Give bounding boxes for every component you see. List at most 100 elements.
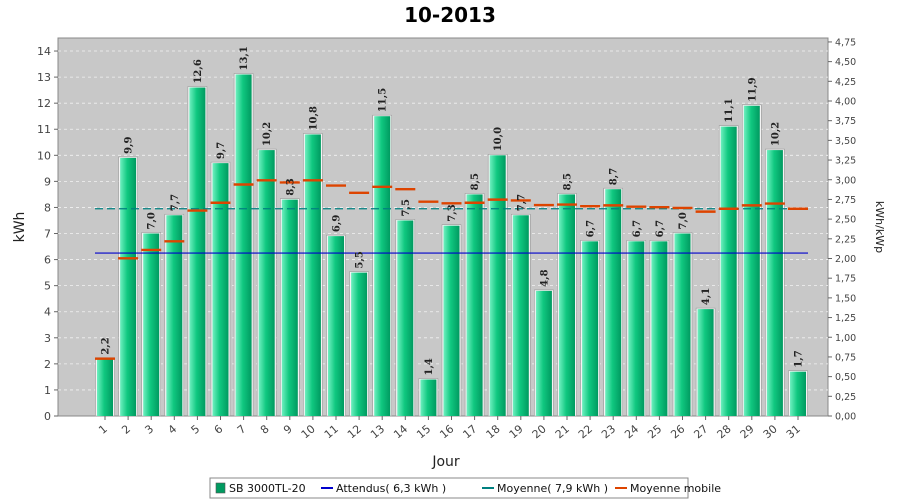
y2-tick-label: 0,75 bbox=[835, 352, 856, 363]
legend-label: Moyenne( 7,9 kWh ) bbox=[497, 482, 608, 495]
x-tick-label: 17 bbox=[460, 422, 479, 441]
x-tick-label: 4 bbox=[166, 422, 180, 436]
y2-axis: 0,00 0,25 0,50 0,75 1,00 1,25 1,50 1,75 2,00 2,25… bbox=[828, 37, 856, 423]
data-label: 2,2 bbox=[101, 337, 112, 354]
bar bbox=[489, 155, 506, 416]
bar bbox=[328, 236, 344, 416]
y2-tick-label: 2,25 bbox=[835, 234, 856, 245]
bar bbox=[420, 379, 437, 416]
x-tick-label: 26 bbox=[668, 422, 687, 441]
legend-swatch bbox=[215, 482, 226, 494]
legend-label: Moyenne mobile bbox=[630, 482, 721, 495]
data-label: 6,7 bbox=[632, 220, 643, 237]
y-tick-label: 13 bbox=[37, 71, 51, 84]
data-label: 8,5 bbox=[470, 173, 481, 190]
y2-tick-label: 4,75 bbox=[835, 37, 856, 48]
x-tick-label: 10 bbox=[299, 422, 318, 441]
y-tick-label: 11 bbox=[37, 123, 51, 136]
x-tick-label: 1 bbox=[96, 422, 110, 436]
legend-box bbox=[209, 477, 689, 499]
y2-tick-label: 3,75 bbox=[835, 116, 856, 127]
x-tick-label: 5 bbox=[189, 422, 203, 436]
bar bbox=[674, 233, 691, 416]
data-label: 4,8 bbox=[539, 269, 550, 286]
y-tick-label: 10 bbox=[37, 149, 51, 162]
legend-label: SB 3000TL-20 bbox=[229, 482, 306, 495]
x-tick-label: 13 bbox=[368, 422, 387, 441]
data-label: 12,6 bbox=[193, 59, 204, 83]
data-label: 6,9 bbox=[332, 215, 343, 232]
y-tick-label: 3 bbox=[44, 332, 51, 345]
x-tick-label: 30 bbox=[761, 422, 780, 441]
data-label: 7,5 bbox=[401, 199, 412, 216]
y2-tick-label: 2,00 bbox=[835, 254, 856, 265]
x-tick-label: 31 bbox=[784, 422, 803, 441]
bar bbox=[443, 225, 460, 416]
y2-tick-label: 1,50 bbox=[835, 293, 856, 304]
data-label: 8,3 bbox=[285, 178, 296, 195]
data-label: 4,1 bbox=[701, 288, 712, 305]
y2-tick-label: 3,25 bbox=[835, 156, 856, 167]
y-tick-label: 8 bbox=[44, 201, 51, 214]
bar bbox=[189, 87, 206, 416]
bar bbox=[397, 220, 414, 416]
bar bbox=[235, 74, 252, 416]
x-tick-label: 11 bbox=[322, 422, 341, 441]
x-axis-label: Jour bbox=[431, 454, 460, 470]
bar bbox=[166, 215, 183, 416]
x-tick-label: 19 bbox=[507, 422, 526, 441]
x-tick-label: 24 bbox=[622, 422, 641, 441]
data-labels: 2,2 9,9 7,0 7,7 12,6 9,7 13,1 10,2 8,3 10,8 6,9 5,5… bbox=[101, 46, 805, 375]
bar bbox=[790, 371, 806, 416]
x-tick-label: 7 bbox=[235, 422, 249, 436]
bar bbox=[605, 189, 622, 416]
data-label: 6,7 bbox=[586, 220, 597, 237]
bar bbox=[720, 126, 737, 416]
bar bbox=[628, 241, 645, 416]
x-tick-label: 29 bbox=[738, 422, 757, 441]
y-tick-label: 7 bbox=[44, 228, 51, 241]
y2-tick-label: 0,00 bbox=[835, 412, 856, 423]
y-tick-label: 5 bbox=[44, 280, 51, 293]
data-label: 10,8 bbox=[308, 106, 319, 130]
y-tick-label: 6 bbox=[44, 254, 51, 267]
y2-tick-label: 1,00 bbox=[835, 333, 856, 344]
data-label: 7,0 bbox=[678, 212, 689, 229]
y2-tick-label: 4,00 bbox=[835, 97, 856, 108]
bar bbox=[281, 199, 298, 416]
x-tick-label: 15 bbox=[414, 422, 433, 441]
x-tick-label: 16 bbox=[437, 422, 456, 441]
bar bbox=[143, 233, 160, 416]
x-tick-label: 22 bbox=[576, 422, 595, 441]
bar bbox=[535, 290, 552, 416]
x-axis: 1 2 3 4 5 6 7 8 9 10 11 12 13 14 15 16 17 18 19 20 21 22 23 24 2… bbox=[96, 416, 803, 441]
bar bbox=[512, 215, 529, 416]
bar bbox=[374, 116, 391, 416]
y2-tick-label: 1,25 bbox=[835, 313, 856, 324]
data-label: 8,7 bbox=[609, 168, 620, 185]
bar bbox=[258, 150, 275, 416]
y2-tick-label: 1,75 bbox=[835, 274, 856, 285]
data-label: 10,2 bbox=[262, 122, 273, 146]
bar bbox=[697, 309, 714, 416]
y-tick-label: 14 bbox=[37, 45, 51, 58]
x-tick-label: 14 bbox=[391, 422, 410, 441]
data-label: 5,5 bbox=[355, 251, 366, 268]
bar bbox=[304, 134, 321, 416]
bar bbox=[651, 241, 668, 416]
data-label: 10,2 bbox=[770, 122, 781, 146]
y2-tick-label: 2,75 bbox=[835, 195, 856, 206]
x-tick-label: 18 bbox=[484, 422, 503, 441]
x-tick-label: 23 bbox=[599, 422, 618, 441]
y2-tick-label: 4,25 bbox=[835, 77, 856, 88]
data-label: 9,7 bbox=[216, 142, 227, 159]
bar bbox=[582, 241, 599, 416]
x-tick-label: 12 bbox=[345, 422, 364, 441]
data-label: 9,9 bbox=[124, 136, 135, 153]
y2-tick-label: 2,50 bbox=[835, 215, 856, 226]
x-tick-label: 3 bbox=[142, 422, 156, 436]
x-tick-label: 6 bbox=[212, 422, 226, 436]
data-label: 1,4 bbox=[424, 358, 435, 375]
y2-tick-label: 4,50 bbox=[835, 57, 856, 68]
